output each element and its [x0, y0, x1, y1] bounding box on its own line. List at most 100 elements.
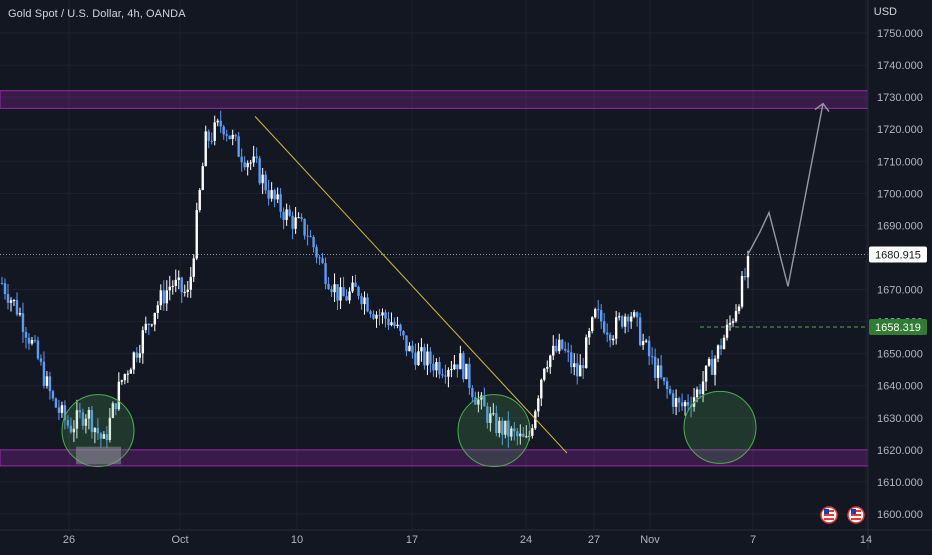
zones [0, 90, 869, 467]
price-tick-label: 1700.000 [877, 188, 923, 200]
candle-body [324, 263, 327, 284]
candle-body [174, 279, 177, 286]
candle-body [66, 420, 70, 426]
candle-body [725, 324, 729, 338]
candle-body [57, 407, 61, 413]
us-flag-icon[interactable] [820, 506, 838, 524]
candle-body [567, 350, 570, 353]
candle-body [15, 299, 19, 315]
candle-body [339, 287, 342, 301]
candle-body [252, 156, 255, 163]
candle-body [39, 358, 43, 362]
candle-body [378, 314, 381, 316]
candle-body [366, 297, 369, 312]
candle-body [698, 389, 702, 394]
level-price-label: 1658.319 [875, 322, 921, 334]
candle-body [683, 402, 687, 407]
candle-body [722, 337, 726, 350]
candle-body [420, 347, 423, 352]
price-axis[interactable]: 1750.000 1740.000 1730.000 1720.000 1710.000… [867, 0, 927, 550]
candle-body [585, 337, 588, 369]
candle-body [617, 316, 621, 318]
candle-body [623, 316, 627, 327]
candle-body [492, 413, 495, 415]
candle-body [710, 358, 714, 375]
time-tick-label: 17 [406, 534, 418, 546]
candle-body [144, 323, 148, 331]
candle-body [629, 316, 633, 322]
symbol-title: Gold Spot / U.S. Dollar, 4h, OANDA [8, 8, 186, 20]
candle-body [51, 391, 55, 399]
candle-body [375, 314, 378, 319]
candle-body [501, 420, 504, 435]
candle-body [153, 312, 156, 325]
candle-body [105, 434, 109, 440]
flag-canton [851, 509, 856, 514]
candle-body [582, 365, 585, 369]
candle-body [342, 287, 345, 297]
price-tick-label: 1650.000 [877, 349, 923, 361]
candle-body [99, 433, 103, 439]
candle-body [288, 209, 291, 216]
candle-body [330, 288, 333, 293]
candle-body [605, 332, 609, 335]
candle-body [24, 331, 28, 338]
candle-body [719, 345, 723, 350]
candle-body [477, 399, 480, 405]
candle-body [114, 403, 118, 410]
candle-body [429, 351, 432, 364]
candle-body [635, 312, 639, 318]
candle-body [438, 362, 441, 375]
candles [0, 110, 750, 448]
price-tick-label: 1630.000 [877, 413, 923, 425]
projection-arrowhead [814, 102, 830, 112]
candle-body [576, 363, 579, 377]
drawings [0, 102, 868, 524]
candle-body [531, 428, 534, 436]
candle-body [138, 353, 142, 358]
candle-body [522, 433, 525, 437]
price-tick-label: 1670.000 [877, 285, 923, 297]
candle-body [6, 293, 10, 303]
candle-body [435, 362, 438, 371]
candle-body [716, 345, 720, 359]
candle-body [555, 345, 558, 352]
candle-body [453, 364, 456, 370]
candle-body [740, 276, 744, 307]
candle-body [84, 418, 88, 426]
candle-body [471, 388, 474, 398]
us-flag-icon[interactable] [847, 506, 865, 524]
candle-body [579, 365, 582, 377]
candle-body [360, 295, 363, 305]
candle-body [707, 358, 711, 366]
candle-body [273, 190, 276, 200]
candle-body [171, 285, 174, 287]
candle-body [75, 410, 79, 429]
candle-body [561, 339, 564, 349]
candle-body [204, 131, 207, 167]
candle-body [159, 290, 162, 306]
current-price-badge [869, 246, 927, 263]
candle-body [234, 134, 237, 137]
candle-body [641, 340, 645, 346]
candle-body [102, 434, 106, 439]
candle-body [552, 345, 555, 356]
candle-body [255, 156, 258, 159]
highlight-circle [457, 394, 531, 468]
projection-path [747, 103, 824, 287]
time-axis[interactable]: 26 Oct 10 17 24 27 Nov 7 14 [0, 529, 932, 546]
candle-body [686, 402, 690, 406]
candle-body [746, 256, 750, 278]
candle-body [108, 417, 112, 440]
current-price-label: 1680.915 [875, 250, 921, 262]
flag-stripe [851, 518, 861, 520]
candle-body [644, 340, 648, 342]
candle-body [315, 247, 318, 258]
candle-body [261, 174, 264, 184]
price-tick-label: 1720.000 [877, 124, 923, 136]
candle-body [246, 162, 249, 168]
